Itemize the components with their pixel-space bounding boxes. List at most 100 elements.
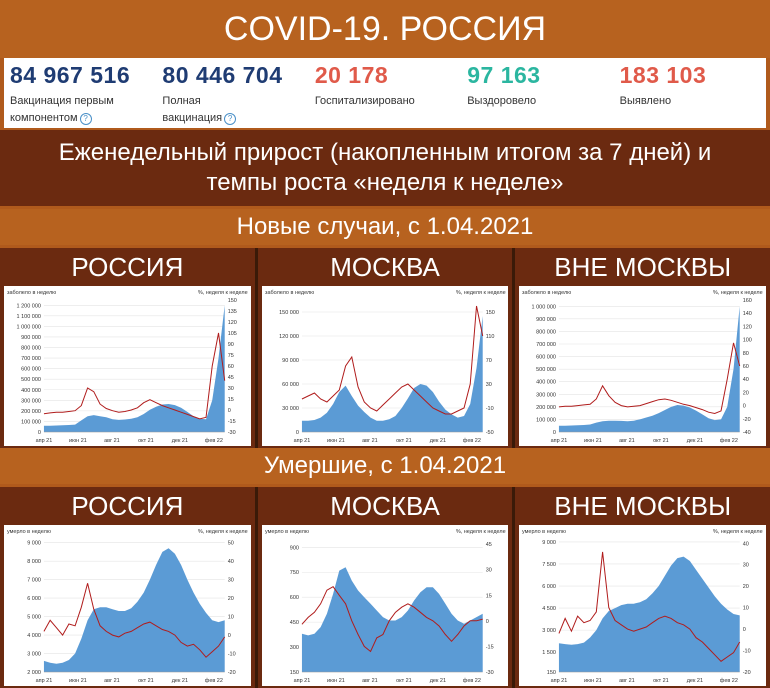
- stat-value: 97 163: [467, 62, 541, 88]
- stat-value: 80 446 704: [162, 62, 283, 88]
- x-tick-label: окт 21: [138, 438, 154, 444]
- y2-tick-label: 150: [485, 310, 494, 316]
- y2-tick-label: -50: [485, 430, 493, 436]
- x-tick-label: фев 22: [205, 438, 223, 444]
- y-tick-label: 5 000: [27, 615, 41, 621]
- y2-tick-label: -10: [485, 406, 493, 412]
- chart-svg: умерло в неделю%, неделя к неделе1503004…: [261, 525, 509, 686]
- y-axis-label: умерло в неделю: [265, 529, 309, 535]
- y-tick-label: 4 000: [27, 633, 41, 639]
- y-tick-label: 600 000: [536, 355, 556, 361]
- y2-tick-label: 20: [743, 390, 749, 396]
- y-axis-label: умерло в неделю: [522, 529, 566, 535]
- y-tick-label: 2 000: [27, 670, 41, 676]
- y2-tick-label: -10: [228, 652, 236, 658]
- y2-axis-label: %, неделя к неделе: [713, 290, 763, 296]
- chart: умерло в неделю %, неделя к неделе 150 1 50…: [519, 525, 767, 686]
- x-tick-label: дек 21: [172, 438, 188, 444]
- area-series: [559, 556, 741, 672]
- y-tick-label: 600: [289, 595, 298, 601]
- x-tick-label: окт 21: [396, 438, 412, 444]
- y2-tick-label: 160: [743, 298, 752, 304]
- y2-tick-label: -40: [743, 430, 751, 436]
- y2-tick-label: 0: [485, 619, 488, 625]
- x-tick-label: фев 22: [205, 678, 223, 684]
- line-series: [301, 305, 483, 415]
- stat-label: Полная вакцинация?: [162, 93, 302, 127]
- y-tick-label: 200 000: [21, 409, 41, 415]
- y-tick-label: 300 000: [536, 392, 556, 398]
- weekly-heading: Еженедельный прирост (накопленным итогом…: [0, 130, 770, 206]
- y2-tick-label: 40: [743, 541, 749, 547]
- y2-tick-label: 15: [228, 397, 234, 403]
- x-tick-label: дек 21: [429, 678, 445, 684]
- y-tick-label: 700 000: [536, 342, 556, 348]
- y2-tick-label: 30: [228, 386, 234, 392]
- y2-tick-label: 45: [485, 542, 491, 548]
- area-series: [43, 305, 225, 432]
- y-tick-label: 1 500: [543, 650, 557, 656]
- y-tick-label: 200 000: [536, 405, 556, 411]
- y2-tick-label: 0: [228, 408, 231, 414]
- chart-svg: заболело в неделю %, неделя к неделе 0 30 0…: [261, 286, 509, 446]
- y-tick-label: 60 000: [282, 382, 299, 388]
- x-tick-label: июн 21: [584, 678, 602, 684]
- x-tick-label: апр 21: [293, 678, 310, 684]
- y-tick-label: 750: [289, 570, 298, 576]
- y-tick-label: 900: [289, 545, 298, 551]
- stat-value: 84 967 516: [10, 62, 131, 88]
- chart-panel: РОССИЯ заболело в неделю %, неделя к недел…: [0, 248, 255, 448]
- y2-tick-label: 30: [228, 578, 234, 584]
- x-tick-label: июн 21: [69, 438, 87, 444]
- chart: умерло в неделю %, неделя к неделе 2 000 3 …: [4, 525, 251, 686]
- y2-tick-label: 30: [743, 563, 749, 569]
- stat-2: 20 178 Госпитализировано: [309, 58, 461, 128]
- y-tick-label: 100 000: [21, 419, 41, 425]
- stat-label: Госпитализировано: [314, 95, 415, 107]
- area-series: [559, 306, 741, 432]
- cases-grid: РОССИЯ заболело в неделю %, неделя к недел…: [0, 248, 770, 448]
- x-tick-label: авг 21: [362, 438, 378, 444]
- chart-svg: заболело в неделю %, неделя к неделе 0 100 …: [519, 286, 767, 446]
- y2-tick-label: 120: [228, 320, 237, 326]
- y-tick-label: 150: [289, 670, 298, 676]
- x-tick-label: июн 21: [327, 678, 345, 684]
- help-icon[interactable]: ?: [224, 113, 237, 125]
- x-tick-label: фев 22: [462, 438, 480, 444]
- x-tick-label: окт 21: [653, 438, 669, 444]
- y2-axis-label: %, неделя к неделе: [198, 290, 248, 296]
- y-tick-label: 400 000: [536, 380, 556, 386]
- weekly-heading-text: Еженедельный прирост (накопленным итогом…: [58, 139, 712, 196]
- y2-tick-label: -15: [485, 644, 493, 650]
- line-series: [559, 342, 741, 415]
- chart-panel: ВНЕ МОСКВЫ заболело в неделю %, неделя к н…: [515, 248, 770, 448]
- y2-tick-label: 105: [228, 331, 237, 337]
- y-tick-label: 800 000: [21, 346, 41, 352]
- x-tick-label: фев 22: [462, 678, 480, 684]
- y2-tick-label: 60: [228, 364, 234, 370]
- y-tick-label: 3 000: [543, 628, 557, 634]
- y2-tick-label: -20: [228, 670, 236, 676]
- y2-tick-label: -20: [743, 417, 751, 423]
- y-tick-label: 100 000: [536, 417, 556, 423]
- y-tick-label: 6 000: [27, 596, 41, 602]
- y-tick-label: 500 000: [21, 377, 41, 383]
- deaths-grid: РОССИЯ умерло в неделю %, неделя к неделе 2…: [0, 487, 770, 688]
- x-tick-label: авг 21: [104, 678, 120, 684]
- chart: заболело в неделю %, неделя к неделе 0 100 …: [519, 286, 767, 446]
- y2-tick-label: 20: [228, 596, 234, 602]
- help-icon[interactable]: ?: [79, 113, 92, 125]
- y-axis-label: умерло в неделю: [7, 529, 51, 535]
- region-title: МОСКВА: [330, 490, 440, 521]
- x-tick-label: апр 21: [36, 438, 53, 444]
- y-tick-label: 450: [289, 620, 298, 626]
- chart-panel: МОСКВА заболело в неделю %, неделя к недел…: [257, 248, 513, 448]
- stats-panel: 84 967 516 Вакцинация первым компонентом? 8…: [4, 58, 766, 128]
- y-tick-label: 7 000: [27, 578, 41, 584]
- chart: умерло в неделю%, неделя к неделе 150 300 4…: [261, 525, 509, 686]
- y2-tick-label: 10: [228, 615, 234, 621]
- y2-tick-label: 0: [743, 627, 746, 633]
- y-tick-label: 150: [547, 670, 556, 676]
- region-title: ВНЕ МОСКВЫ: [554, 490, 732, 521]
- y2-tick-label: 140: [743, 311, 752, 317]
